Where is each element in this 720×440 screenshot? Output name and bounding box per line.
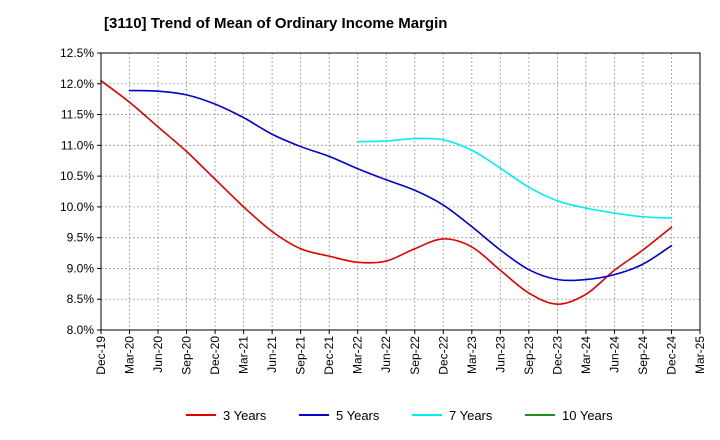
series-line-3-years [100,79,673,305]
y-tick-label: 8.5% [67,292,95,306]
x-tick-label: Sep-23 [522,336,536,375]
y-tick-label: 10.0% [60,200,94,214]
x-tick-label: Jun-23 [493,336,507,373]
y-tick-label: 9.5% [67,231,95,245]
x-tick-label: Jun-20 [151,336,165,373]
y-tick-label: 9.0% [67,261,95,275]
x-axis-ticks: Dec-19 Mar-20 Jun-20 Sep-20 Dec-20 Mar-21 Jun-… [94,330,707,375]
legend: 3 Years 5 Years 7 Years 10 Years [186,408,613,423]
x-tick-label: Dec-19 [94,336,108,375]
y-tick-label: 12.5% [60,46,94,60]
y-tick-label: 11.0% [61,138,94,152]
x-tick-label: Mar-20 [123,336,137,374]
legend-label-7-years: 7 Years [449,408,493,423]
legend-label-3-years: 3 Years [223,408,267,423]
x-tick-label: Mar-23 [465,336,479,374]
x-tick-label: Sep-20 [180,336,194,375]
x-tick-label: Mar-21 [237,336,251,374]
x-tick-label: Mar-24 [579,336,593,374]
x-tick-label: Mar-22 [351,336,365,374]
plot-frame [100,52,701,331]
x-tick-label: Sep-21 [294,336,308,375]
x-tick-label: Mar-25 [693,336,707,374]
x-tick-label: Jun-22 [379,336,393,373]
legend-label-10-years: 10 Years [562,408,613,423]
y-tick-label: 12.0% [60,77,94,91]
y-axis-ticks: 12.5% 12.0% 11.5% 11.0% 10.5% 10.0% 9.5% 9.0% 8.… [60,46,101,337]
gridlines [101,53,700,330]
chart-title: [3110] Trend of Mean of Ordinary Income … [104,15,448,32]
legend-label-5-years: 5 Years [336,408,380,423]
x-tick-label: Dec-21 [322,336,336,375]
x-tick-label: Dec-20 [208,336,222,375]
x-tick-label: Jun-24 [607,336,621,373]
x-tick-label: Sep-24 [636,336,650,375]
series-line-5-years [128,89,673,282]
series-line-7-years [356,137,673,219]
x-tick-label: Dec-22 [436,336,450,375]
y-tick-label: 8.0% [67,323,95,337]
y-tick-label: 10.5% [60,169,94,183]
x-tick-label: Jun-21 [265,336,279,373]
x-tick-label: Sep-22 [408,336,422,375]
x-tick-label: Dec-24 [664,336,678,375]
y-tick-label: 11.5% [61,108,94,122]
x-tick-label: Dec-23 [550,336,564,375]
series-lines [100,79,673,305]
